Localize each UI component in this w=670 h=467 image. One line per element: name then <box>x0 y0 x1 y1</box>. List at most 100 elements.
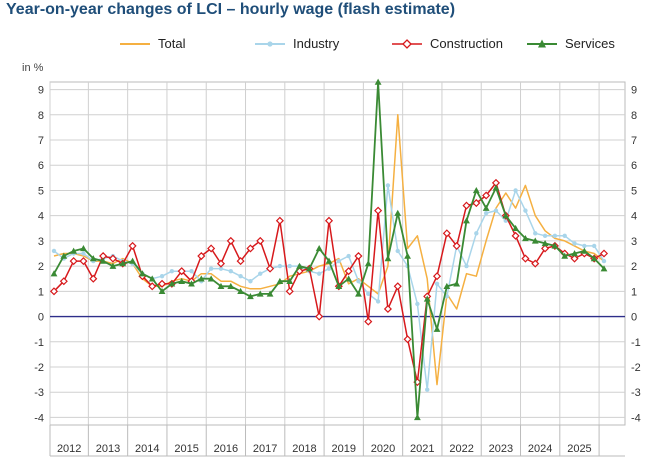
data-point-construction <box>207 244 216 253</box>
y-tick-label-left: 2 <box>38 261 44 273</box>
data-point-industry <box>395 248 400 254</box>
data-point-industry <box>601 258 607 264</box>
data-point-industry <box>375 299 381 304</box>
data-point-services <box>227 282 235 290</box>
data-point-services <box>80 245 87 252</box>
y-tick-label-right: -1 <box>631 337 641 349</box>
data-point-services <box>404 252 411 259</box>
data-point-services <box>512 224 520 231</box>
data-point-services <box>384 255 392 262</box>
chart-legend: Total Industry Construction Services <box>0 36 670 56</box>
y-tick-label-left: -3 <box>34 387 44 399</box>
data-point-construction <box>256 236 265 245</box>
data-point-industry <box>552 233 558 239</box>
y-tick-label-right: 4 <box>631 211 637 223</box>
data-point-industry <box>316 271 322 276</box>
y-tick-label-left: 1 <box>38 286 44 298</box>
legend-swatch-total <box>120 42 150 45</box>
data-point-services <box>237 287 245 295</box>
data-point-construction <box>462 201 471 210</box>
data-point-construction <box>315 312 324 321</box>
x-tick-label: 2025 <box>567 443 591 455</box>
data-point-construction <box>442 229 451 238</box>
data-point-construction <box>364 317 373 326</box>
data-point-construction <box>108 254 117 263</box>
data-point-industry <box>513 188 518 193</box>
data-point-industry <box>336 258 342 264</box>
data-point-construction <box>69 257 78 266</box>
data-point-industry <box>356 279 361 284</box>
x-tick-label: 2024 <box>528 443 552 455</box>
data-point-industry <box>425 387 430 392</box>
data-point-services <box>158 287 166 295</box>
data-point-services <box>580 247 588 254</box>
data-point-construction <box>374 206 383 215</box>
chart-title: Year-on-year changes of LCI – hourly wag… <box>6 1 456 18</box>
data-point-services <box>394 209 402 216</box>
data-point-industry <box>523 208 528 213</box>
data-point-construction <box>148 282 157 291</box>
x-tick-label: 2014 <box>135 443 159 455</box>
data-point-services <box>148 275 156 282</box>
data-point-services <box>266 290 274 297</box>
y-tick-label-left: 8 <box>38 110 44 122</box>
data-point-construction <box>393 282 402 291</box>
data-point-services <box>472 187 480 194</box>
data-point-construction <box>511 231 520 240</box>
data-point-construction <box>226 236 235 245</box>
data-point-industry <box>366 291 371 297</box>
y-tick-label-left: 7 <box>38 135 44 147</box>
data-point-construction <box>344 267 353 276</box>
data-point-services <box>256 290 264 297</box>
data-point-industry <box>169 268 175 274</box>
legend-item-services[interactable]: Services <box>527 36 615 51</box>
data-point-services <box>541 240 549 247</box>
data-point-construction <box>236 257 245 266</box>
data-point-industry <box>248 279 253 284</box>
data-point-services <box>355 290 362 297</box>
y-tick-label-right: 0 <box>631 312 637 324</box>
y-axis-unit-label: in % <box>22 62 44 74</box>
data-point-construction <box>354 251 363 261</box>
data-point-services <box>99 257 107 264</box>
y-tick-label-right: 9 <box>631 85 637 97</box>
data-point-services <box>335 282 343 290</box>
data-point-industry <box>474 231 479 236</box>
legend-item-industry[interactable]: Industry <box>255 36 339 51</box>
data-point-services <box>109 262 117 269</box>
series-industry <box>51 183 607 392</box>
y-tick-label-right: 7 <box>631 135 637 147</box>
data-point-services <box>188 280 195 287</box>
legend-item-total[interactable]: Total <box>120 36 185 51</box>
data-point-industry <box>81 251 86 256</box>
x-tick-label: 2021 <box>410 443 434 455</box>
data-point-services <box>600 265 608 272</box>
y-tick-label-left: -2 <box>34 362 44 374</box>
data-point-industry <box>542 233 548 239</box>
legend-label-total: Total <box>158 36 186 51</box>
data-point-industry <box>189 268 194 274</box>
x-tick-label: 2020 <box>371 443 395 455</box>
data-point-construction <box>266 264 275 273</box>
data-point-construction <box>324 216 334 225</box>
y-tick-label-right: -4 <box>631 412 641 424</box>
data-point-industry <box>483 210 489 216</box>
legend-label-construction: Construction <box>430 36 503 51</box>
legend-item-construction[interactable]: Construction <box>392 36 503 51</box>
legend-label-services: Services <box>565 36 615 51</box>
data-point-services <box>217 282 225 290</box>
data-point-services <box>296 262 303 269</box>
y-tick-label-left: 4 <box>38 211 44 223</box>
data-point-industry <box>346 253 351 259</box>
data-point-industry <box>228 268 233 274</box>
data-point-construction <box>599 249 609 258</box>
data-point-construction <box>570 254 579 263</box>
y-tick-label-right: 2 <box>631 261 637 273</box>
data-point-construction <box>531 259 540 268</box>
data-point-services <box>443 282 451 290</box>
data-point-services <box>364 260 372 267</box>
data-point-services <box>178 277 186 284</box>
data-point-services <box>345 275 353 282</box>
data-point-construction <box>216 259 226 268</box>
legend-label-industry: Industry <box>293 36 340 51</box>
